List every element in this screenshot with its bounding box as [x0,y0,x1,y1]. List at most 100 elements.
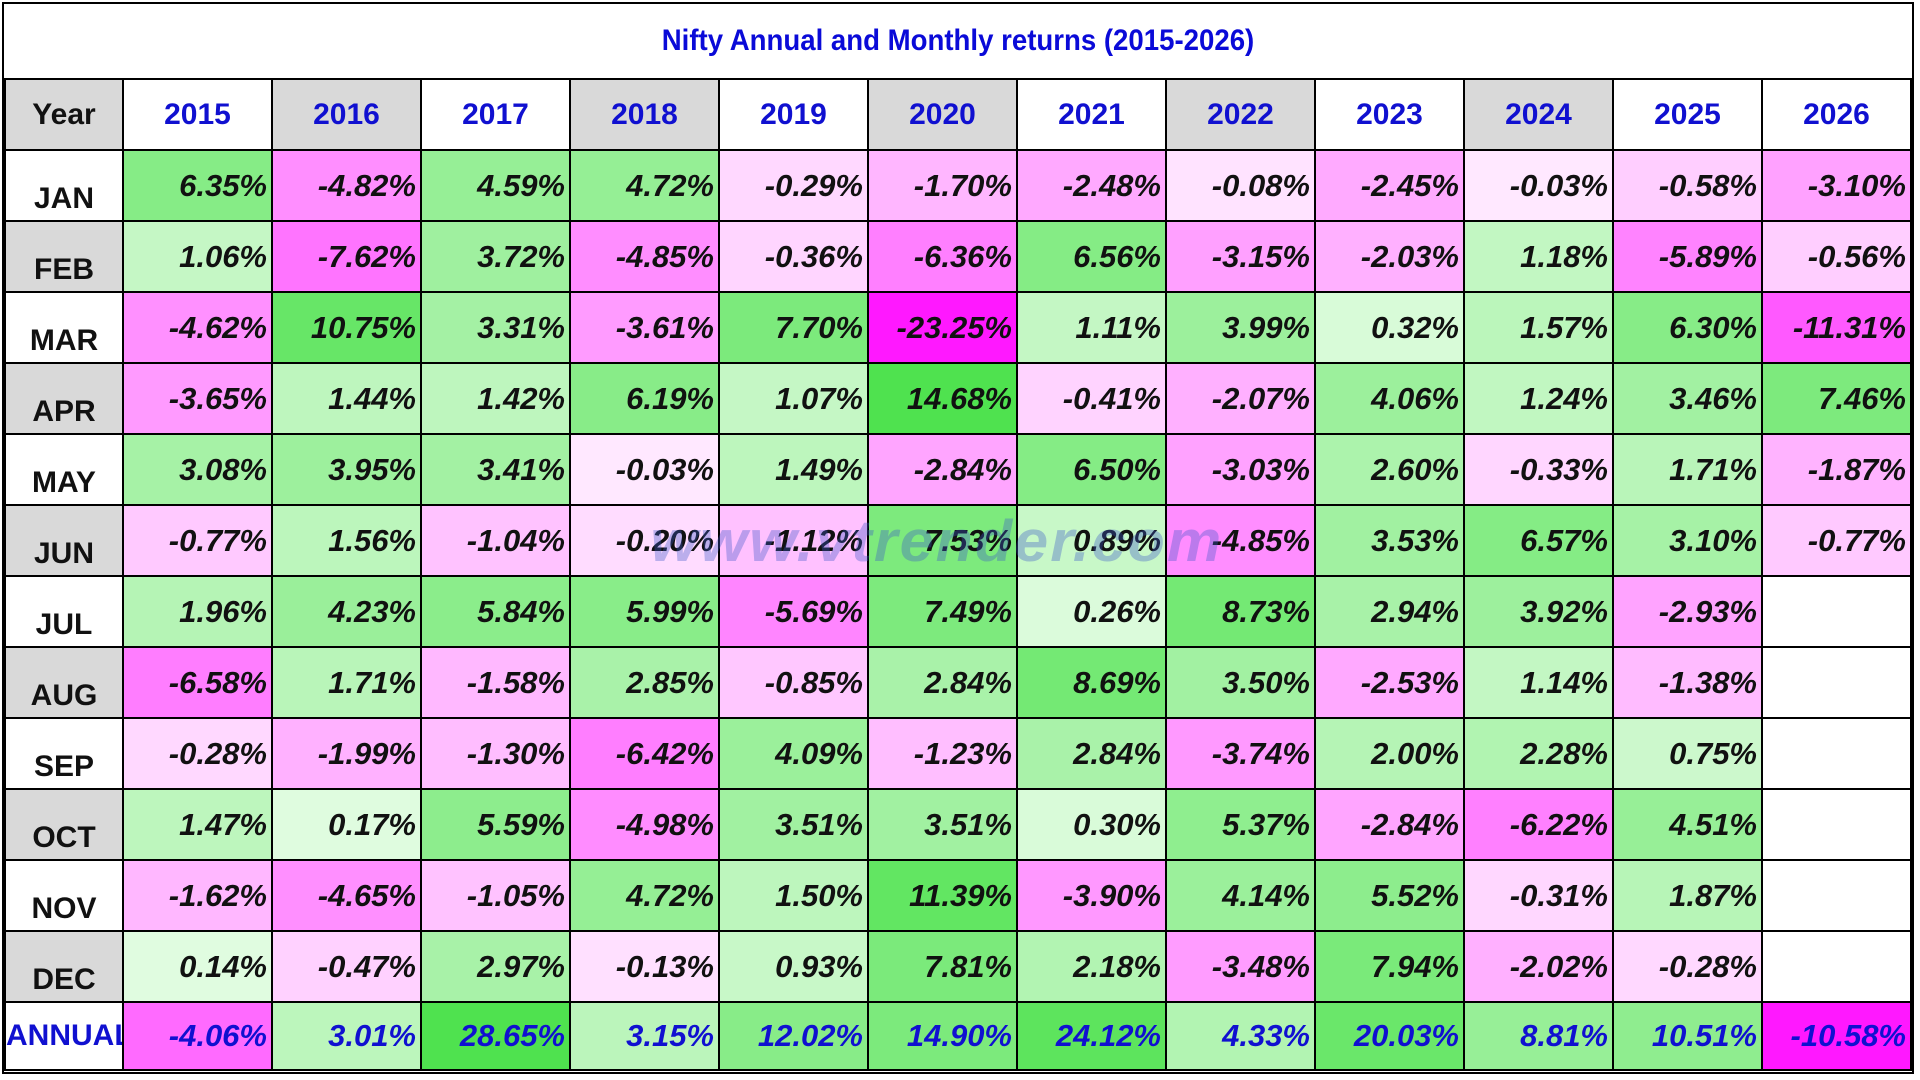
annual-return-cell: -4.06% [122,1001,273,1071]
return-cell [1761,575,1912,648]
year-header-2015: 2015 [122,78,273,151]
month-label: JAN [4,149,124,222]
return-cell: -3.48% [1165,930,1316,1003]
return-cell: 3.46% [1612,362,1763,435]
return-cell: 6.57% [1463,504,1614,577]
return-cell: 2.28% [1463,717,1614,790]
return-cell: 1.49% [718,433,869,506]
return-cell: -2.48% [1016,149,1167,222]
return-cell: -1.62% [122,859,273,932]
return-cell: 2.97% [420,930,571,1003]
month-label: MAY [4,433,124,506]
year-corner-label: Year [4,78,124,151]
return-cell: 6.30% [1612,291,1763,364]
month-row-may: MAY 3.08% 3.95% 3.41% -0.03% 1.49% -2.84% 6.50%… [4,433,1912,506]
returns-table: Year 2015 2016 2017 2018 2019 2020 2021 2022 202… [4,78,1912,1071]
return-cell: -0.13% [569,930,720,1003]
month-label: SEP [4,717,124,790]
return-cell: -0.85% [718,646,869,719]
return-cell: -0.28% [1612,930,1763,1003]
return-cell: -4.62% [122,291,273,364]
return-cell: -4.82% [271,149,422,222]
annual-return-cell: 24.12% [1016,1001,1167,1071]
return-cell: 1.71% [1612,433,1763,506]
month-label: FEB [4,220,124,293]
return-cell: -1.99% [271,717,422,790]
annual-row: ANNUAL -4.06% 3.01% 28.65% 3.15% 12.02% 14.90%… [4,1001,1912,1071]
return-cell: -3.90% [1016,859,1167,932]
return-cell: 1.96% [122,575,273,648]
return-cell: 7.46% [1761,362,1912,435]
return-cell: 1.57% [1463,291,1614,364]
return-cell: 5.99% [569,575,720,648]
return-cell: -0.33% [1463,433,1614,506]
month-row-mar: MAR -4.62% 10.75% 3.31% -3.61% 7.70% -23.25% 1.… [4,291,1912,364]
month-label: MAR [4,291,124,364]
return-cell: 2.18% [1016,930,1167,1003]
annual-return-cell: 28.65% [420,1001,571,1071]
return-cell: -4.65% [271,859,422,932]
month-row-dec: DEC 0.14% -0.47% 2.97% -0.13% 0.93% 7.81% 2.18%… [4,930,1912,1003]
year-header-2022: 2022 [1165,78,1316,151]
return-cell: -3.15% [1165,220,1316,293]
year-header-2026: 2026 [1761,78,1912,151]
return-cell: -1.05% [420,859,571,932]
return-cell: -2.84% [867,433,1018,506]
month-label: DEC [4,930,124,1003]
return-cell: -0.77% [1761,504,1912,577]
annual-return-cell: 14.90% [867,1001,1018,1071]
return-cell: 3.31% [420,291,571,364]
return-cell: -5.89% [1612,220,1763,293]
return-cell: 1.24% [1463,362,1614,435]
return-cell: -6.58% [122,646,273,719]
return-cell: 4.72% [569,859,720,932]
return-cell [1761,859,1912,932]
return-cell: -4.85% [1165,504,1316,577]
return-cell: 3.41% [420,433,571,506]
year-header-2023: 2023 [1314,78,1465,151]
month-label: JUL [4,575,124,648]
return-cell: 1.71% [271,646,422,719]
return-cell: 8.73% [1165,575,1316,648]
return-cell: -4.98% [569,788,720,861]
year-header-2025: 2025 [1612,78,1763,151]
return-cell: -5.69% [718,575,869,648]
return-cell: -1.30% [420,717,571,790]
return-cell: -2.07% [1165,362,1316,435]
return-cell: 6.35% [122,149,273,222]
return-cell: 3.50% [1165,646,1316,719]
return-cell: -4.85% [569,220,720,293]
return-cell: 6.56% [1016,220,1167,293]
return-cell: 1.50% [718,859,869,932]
return-cell: -1.23% [867,717,1018,790]
return-cell: -2.84% [1314,788,1465,861]
return-cell: 3.53% [1314,504,1465,577]
return-cell: -0.41% [1016,362,1167,435]
annual-return-cell: 20.03% [1314,1001,1465,1071]
return-cell: -7.62% [271,220,422,293]
annual-return-cell: -10.58% [1761,1001,1912,1071]
year-header-2018: 2018 [569,78,720,151]
chart-title: Nifty Annual and Monthly returns (2015-2… [661,24,1255,57]
return-cell: 6.50% [1016,433,1167,506]
return-cell: -3.65% [122,362,273,435]
return-cell: 3.99% [1165,291,1316,364]
return-cell: -6.36% [867,220,1018,293]
return-cell: -11.31% [1761,291,1912,364]
month-row-aug: AUG -6.58% 1.71% -1.58% 2.85% -0.85% 2.84% 8.69… [4,646,1912,719]
return-cell: 1.11% [1016,291,1167,364]
return-cell: 2.00% [1314,717,1465,790]
year-header-2021: 2021 [1016,78,1167,151]
return-cell: 1.56% [271,504,422,577]
return-cell: -0.08% [1165,149,1316,222]
annual-return-cell: 3.15% [569,1001,720,1071]
return-cell: 4.14% [1165,859,1316,932]
return-cell: -2.93% [1612,575,1763,648]
return-cell: -6.42% [569,717,720,790]
return-cell: 14.68% [867,362,1018,435]
return-cell [1761,788,1912,861]
return-cell: 1.06% [122,220,273,293]
return-cell: 8.69% [1016,646,1167,719]
return-cell: 6.19% [569,362,720,435]
